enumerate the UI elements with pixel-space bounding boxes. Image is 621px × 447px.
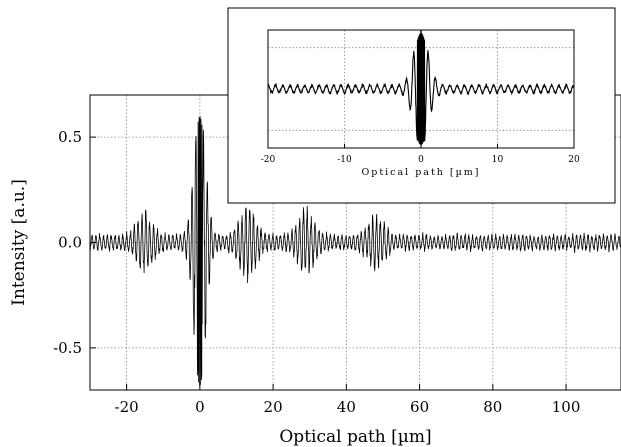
inset-x-tick-label: 10 (492, 155, 504, 165)
main-x-tick-label: 100 (552, 398, 581, 416)
main-y-tick-label: -0.5 (53, 339, 82, 357)
main-y-tick-label: 0.5 (58, 128, 82, 146)
inset-chart: -20 -10 0 10 20 Optical path [µm] (227, 7, 616, 204)
main-y-tick-label: 0.0 (58, 234, 82, 252)
main-x-tick-label: 60 (410, 398, 429, 416)
inset-x-tick-label: 0 (418, 155, 424, 165)
inset-x-tick-label: -10 (337, 155, 352, 165)
main-x-tick-label: 80 (483, 398, 502, 416)
main-signal-line (90, 116, 621, 386)
main-x-axis-label: Optical path [µm] (279, 427, 431, 447)
main-y-axis-label: Intensity [a.u.] (9, 179, 29, 306)
main-x-tick-label: 20 (264, 398, 283, 416)
inset-x-tick-label: -20 (261, 155, 276, 165)
inset-x-axis-label: Optical path [µm] (361, 167, 480, 178)
inset-x-tick-label: 20 (568, 155, 580, 165)
main-x-tick-label: -20 (115, 398, 139, 416)
inset-signal-line (268, 30, 574, 145)
main-x-tick-label: 0 (195, 398, 205, 416)
main-x-tick-label: 40 (337, 398, 356, 416)
